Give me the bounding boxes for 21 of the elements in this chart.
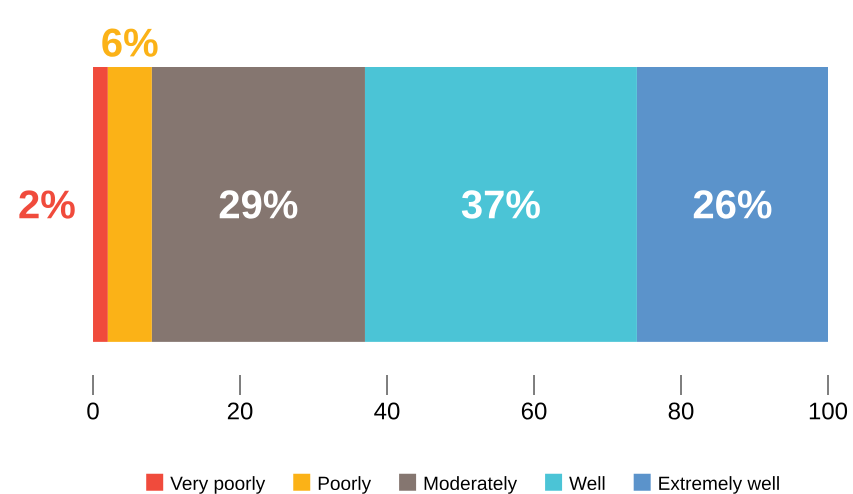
bar (636, 66, 828, 342)
legend-label: Extremely well (659, 476, 779, 494)
legend-label: Very poorly (170, 476, 266, 494)
legend-label: Moderately (424, 476, 518, 494)
data-label: 2% (19, 190, 75, 219)
x-tick-label: 80 (668, 402, 694, 420)
bar (152, 66, 365, 342)
bar (108, 66, 152, 342)
legend-label: Well (569, 476, 604, 490)
x-tick-label: 60 (522, 402, 546, 420)
x-tick-label: 40 (374, 402, 400, 420)
data-label: 37% (462, 190, 540, 219)
x-tick-label: 20 (228, 402, 252, 420)
bar (364, 66, 637, 342)
data-label: 26% (694, 190, 772, 219)
bar (93, 66, 108, 342)
x-tick-label: 0 (87, 402, 99, 420)
data-label: 6% (102, 28, 158, 57)
legend-label: Poorly (318, 476, 372, 494)
data-label: 29% (220, 190, 298, 219)
x-tick-label: 100 (810, 402, 848, 420)
